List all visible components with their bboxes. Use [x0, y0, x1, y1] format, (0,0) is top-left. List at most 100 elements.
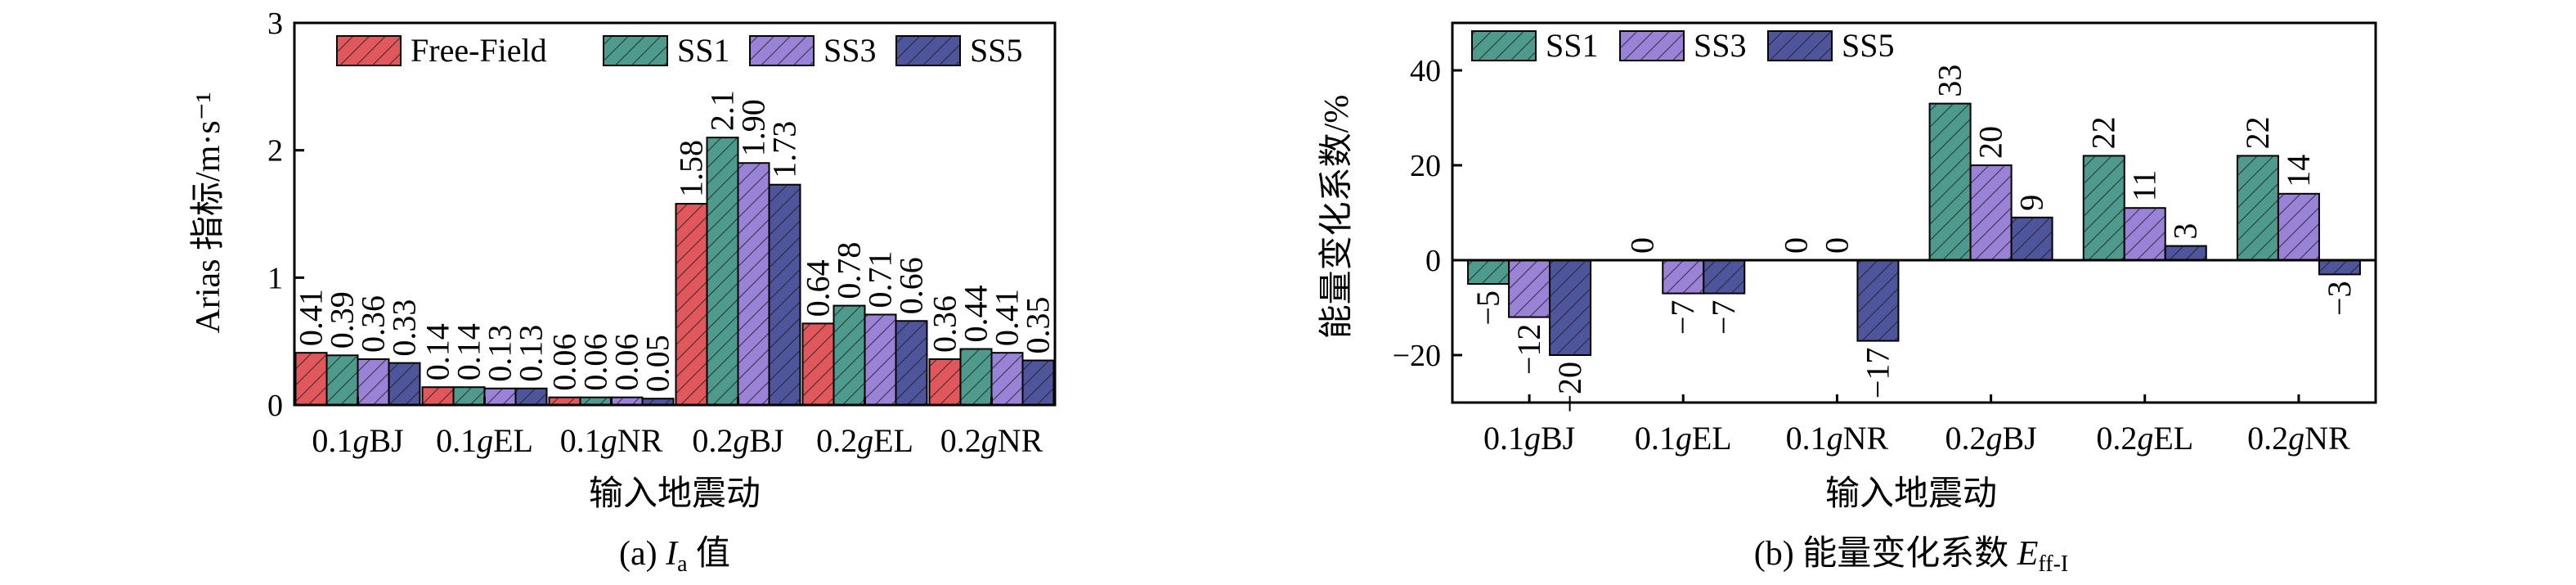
legend-item-ss1: SS1 — [1471, 27, 1599, 64]
data-label: 9 — [2013, 195, 2050, 211]
bar-free-field-5 — [928, 358, 962, 406]
bar-ss5-0 — [388, 362, 421, 407]
data-label: 0.36 — [355, 295, 392, 353]
data-label: 22 — [2085, 116, 2122, 149]
bar-ss3-4 — [864, 313, 897, 406]
x-tick-label: 0.2gBJ — [1945, 420, 2036, 457]
data-label: 0.78 — [831, 242, 868, 299]
legend-label: SS3 — [824, 32, 877, 69]
plot-frame — [1451, 21, 2377, 404]
y-tick-label: 40 — [1410, 54, 1441, 88]
legend-label: SS3 — [1694, 27, 1747, 64]
bar-ss1-4 — [2082, 155, 2125, 261]
bar-ss3-3 — [737, 162, 770, 406]
chart-panel-a: Arias 指标/m·s⁻¹ 输入地震动 (a) Ia 值 Free-Field… — [190, 7, 1057, 577]
data-label: 0.64 — [800, 259, 837, 317]
data-label: 0.14 — [451, 323, 487, 380]
data-label: 0.06 — [577, 334, 614, 391]
bar-ss5-5 — [1021, 359, 1055, 406]
x-axis-label-b: 输入地震动 — [1825, 475, 1997, 513]
y-tick-label: −20 — [1393, 339, 1441, 373]
data-label: 0 — [1623, 237, 1660, 254]
x-tick-label: 0.1gNR — [1786, 420, 1889, 457]
legend-a: Free-Field SS1 SS3 SS5 — [336, 32, 1023, 69]
data-label: 0.13 — [513, 325, 550, 382]
legend-b: SS1 SS3 SS5 — [1471, 27, 1895, 64]
legend-label: SS5 — [970, 32, 1023, 69]
legend-item-free-field: Free-Field — [336, 32, 547, 69]
bar-ss3-1 — [1662, 259, 1705, 295]
bar-ss1-4 — [832, 304, 866, 406]
y-axis-label-b: 能量变化系数/% — [1317, 95, 1356, 340]
y-tick-label: 2 — [267, 134, 283, 169]
data-label: 0.66 — [893, 257, 930, 314]
bar-ss3-5 — [990, 352, 1024, 406]
y-tick-label: 0 — [267, 389, 283, 423]
x-axis-label-a: 输入地震动 — [589, 475, 761, 513]
legend-label: SS1 — [677, 32, 730, 69]
legend-item-ss5: SS5 — [895, 32, 1023, 69]
data-label: 0.39 — [324, 291, 361, 349]
data-label: 0.05 — [640, 335, 676, 392]
data-label: −7 — [1705, 300, 1742, 335]
bar-ss5-2 — [1856, 259, 1900, 342]
y-tick-label: 3 — [267, 7, 283, 41]
data-label: 2.1 — [704, 90, 741, 131]
bar-free-field-3 — [675, 203, 708, 406]
bar-ss5-1 — [1703, 259, 1746, 295]
legend-label: Free-Field — [411, 32, 547, 69]
caption-a: (a) Ia 值 — [619, 535, 730, 577]
data-label: 0.35 — [1020, 297, 1057, 354]
y-tick-label: 1 — [267, 261, 283, 295]
bar-ss1-0 — [1467, 259, 1510, 285]
data-label: 0.41 — [989, 289, 1025, 346]
data-label: 0.13 — [482, 325, 518, 382]
data-label: 11 — [2126, 170, 2163, 202]
bar-ss5-1 — [514, 387, 548, 407]
bar-ss5-4 — [2164, 245, 2207, 262]
data-label: −3 — [2321, 281, 2358, 316]
data-label: 0.71 — [862, 250, 899, 308]
bar-ss5-0 — [1549, 259, 1592, 356]
bar-ss1-1 — [452, 386, 486, 406]
bar-ss5-3 — [2010, 216, 2053, 261]
legend-label: SS5 — [1842, 27, 1895, 64]
y-tick-label: 20 — [1410, 149, 1441, 183]
bar-ss3-5 — [2277, 192, 2320, 261]
data-label: 0.06 — [546, 334, 583, 391]
y-axis-label-a: Arias 指标/m·s⁻¹ — [190, 92, 227, 334]
data-label: 3 — [2167, 223, 2204, 240]
chart-panel-b: 能量变化系数/% 输入地震动 (b) 能量变化系数 Eff-I SS1 SS3 SS… — [1317, 21, 2377, 577]
bar-ss1-5 — [959, 348, 993, 406]
bar-ss5-5 — [2318, 259, 2361, 276]
x-tick-label: 0.1gNR — [560, 422, 663, 459]
data-label: 0.44 — [958, 286, 994, 343]
data-label: 1.58 — [673, 140, 710, 197]
bar-ss1-3 — [706, 137, 739, 406]
bar-free-field-0 — [294, 352, 328, 406]
legend-item-ss3: SS3 — [1619, 27, 1747, 64]
x-tick-label: 0.2gNR — [2247, 420, 2350, 457]
data-label: 0.36 — [927, 295, 963, 353]
bar-ss3-3 — [1969, 164, 2013, 261]
data-label: 1.73 — [766, 121, 803, 178]
legend-item-ss1: SS1 — [603, 32, 730, 69]
data-label: −7 — [1664, 300, 1701, 335]
bar-ss1-0 — [325, 354, 359, 407]
data-label: −20 — [1551, 362, 1588, 413]
data-label: 0.41 — [293, 289, 330, 346]
data-label: 20 — [1972, 126, 2009, 159]
data-label: 0 — [1818, 237, 1855, 254]
x-tick-label: 0.1gEL — [436, 422, 533, 459]
data-label: 0.14 — [420, 323, 456, 380]
data-label: −12 — [1510, 324, 1547, 376]
x-tick-label: 0.2gEL — [2096, 420, 2193, 457]
bar-free-field-1 — [421, 386, 455, 406]
data-label: 1.90 — [735, 99, 772, 156]
bar-ss3-0 — [357, 358, 390, 406]
x-tick-label: 0.2gBJ — [692, 422, 783, 459]
bar-ss3-0 — [1508, 259, 1551, 318]
legend-item-ss3: SS3 — [749, 32, 877, 69]
